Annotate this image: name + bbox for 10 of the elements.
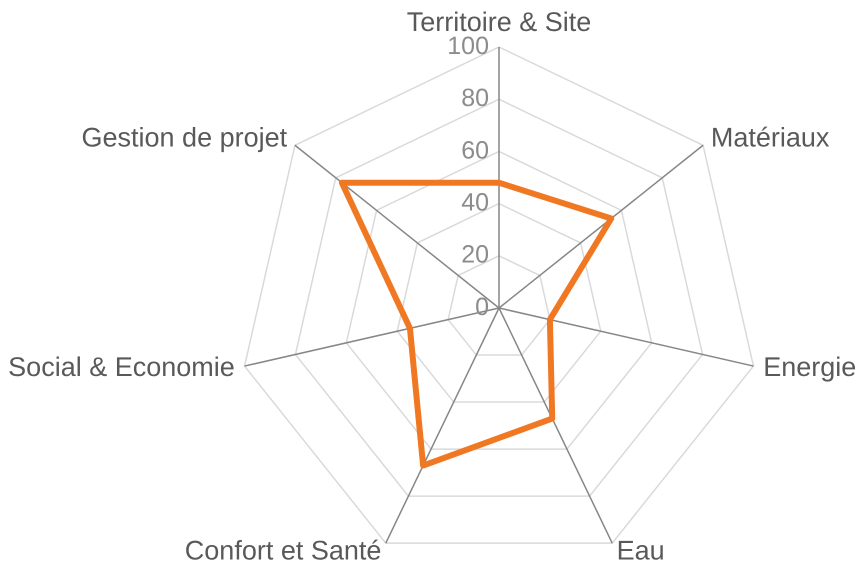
spoke-label: Eau (616, 536, 665, 566)
y-tick-label: 80 (461, 84, 489, 112)
spoke-label: Matériaux (710, 122, 830, 152)
spoke-label: Social & Economie (8, 352, 235, 382)
y-tick-label: 60 (461, 136, 489, 164)
spoke-label: Energie (763, 352, 856, 382)
y-tick-label: 40 (461, 188, 489, 216)
y-tick-label: 20 (461, 240, 489, 269)
spoke-label: Confort et Santé (184, 536, 382, 566)
spoke-label: Gestion de projet (82, 122, 288, 152)
